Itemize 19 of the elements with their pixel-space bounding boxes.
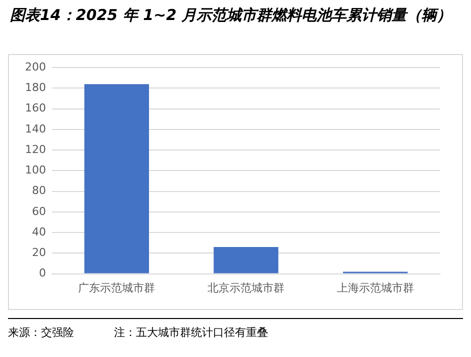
- y-tick-label: 60: [32, 204, 46, 218]
- x-tick-label: 广东示范城市群: [78, 281, 156, 294]
- text: 注：五大城市群统计口径有重叠: [114, 325, 268, 340]
- y-tick-label: 160: [24, 102, 46, 115]
- y-tick-label: 40: [32, 225, 46, 238]
- y-tick-label: 140: [24, 122, 46, 136]
- x-tick-label: 北京示范城市群: [208, 281, 284, 294]
- bar: [84, 84, 149, 274]
- x-tick-label: 上海示范城市群: [336, 281, 414, 294]
- y-tick-label: 180: [24, 81, 46, 94]
- y-tick-label: 200: [24, 60, 46, 74]
- y-tick-label: 20: [32, 246, 46, 260]
- y-tick-label: 80: [32, 184, 46, 198]
- y-tick-label: 0: [38, 266, 46, 280]
- bar: [214, 246, 278, 274]
- chart-title: 图表14：2025 年 1~2 月示范城市群燃料电池车累计销量（辆）: [9, 5, 453, 26]
- y-tick-label: 100: [24, 164, 46, 177]
- source-note: 来源：交强险: [8, 325, 74, 340]
- y-tick-label: 120: [24, 142, 46, 156]
